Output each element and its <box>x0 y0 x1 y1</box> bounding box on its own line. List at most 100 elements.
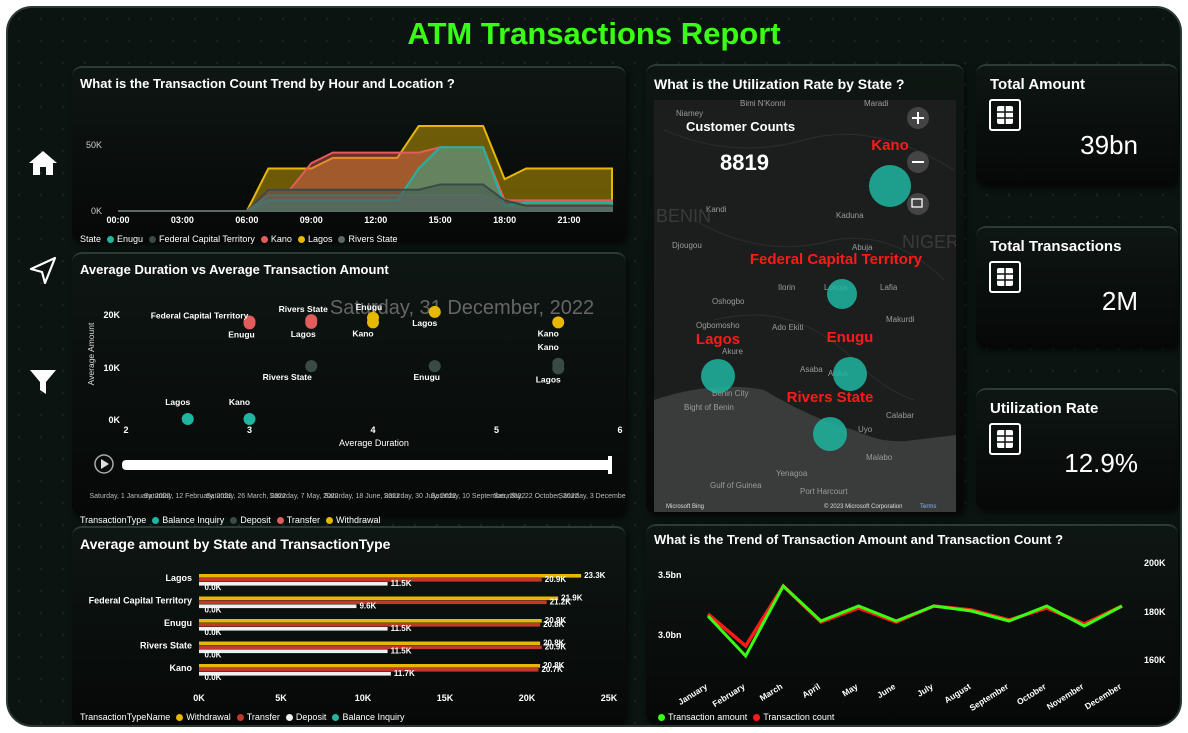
x-tick-label: 0K <box>193 693 205 703</box>
page-title: ATM Transactions Report <box>407 16 781 51</box>
legend-label: Rivers State <box>348 234 398 244</box>
left-tick-label: 3.5bn <box>658 570 682 580</box>
state-bubble <box>827 279 857 309</box>
x-tick-label: 25K <box>601 693 618 703</box>
point-label: Rivers State <box>279 304 328 314</box>
y-tick-label: 10K <box>103 363 120 373</box>
kpi-total-amount: Total Amount 39bn <box>976 64 1178 186</box>
hourly-trend-panel: What is the Transaction Count Trend by H… <box>72 66 626 244</box>
map-place-label: Ilorin <box>778 283 795 292</box>
x-tick-label: December <box>1083 681 1124 712</box>
legend-label: Deposit <box>295 712 327 722</box>
atm-card-icon <box>989 261 1021 293</box>
map-place-label: Port Harcourt <box>800 487 848 496</box>
map-place-label: Djougou <box>672 241 702 250</box>
legend-item[interactable]: Withdrawal <box>325 515 380 525</box>
bar-deposit <box>199 649 388 654</box>
map-sea <box>654 386 956 512</box>
point-label: Lagos <box>536 374 561 384</box>
x-tick-label: 00:00 <box>106 215 129 225</box>
kpi-value: 12.9% <box>1064 448 1138 478</box>
bar-value-label: 20.9K <box>545 616 567 625</box>
map-place-label: Gulf of Guinea <box>710 481 762 490</box>
bar-value-label: 20.9K <box>545 643 567 652</box>
navigate-icon[interactable] <box>26 254 60 288</box>
legend-dot <box>260 236 268 244</box>
legend-item[interactable]: Transfer <box>276 515 320 525</box>
legend-item[interactable]: Balance Inquiry <box>332 712 404 722</box>
scatter-point <box>243 317 256 330</box>
right-tick-label: 160K <box>1144 655 1166 665</box>
point-label: Kano <box>352 328 373 338</box>
bar-withdrawal <box>199 596 559 601</box>
bar-value-label: 20.7K <box>541 665 563 674</box>
legend-dot <box>325 517 333 525</box>
legend-item[interactable]: Deposit <box>230 515 271 525</box>
kpi-label: Total Transactions <box>990 238 1122 255</box>
play-icon <box>101 459 109 469</box>
filter-icon[interactable] <box>26 364 60 398</box>
legend-dot <box>236 714 244 722</box>
legend-dot <box>285 714 293 722</box>
legend-item[interactable]: Enugu <box>107 234 143 244</box>
scatter-title: Average Duration vs Average Transaction … <box>80 262 389 277</box>
hourly-trend-title: What is the Transaction Count Trend by H… <box>80 76 455 91</box>
bar-value-label: 9.6K <box>359 602 376 611</box>
legend-item[interactable]: Withdrawal <box>176 712 231 722</box>
x-tick-label: 10K <box>355 693 372 703</box>
point-label: Enugu <box>356 302 382 312</box>
play-axis-label: Saturday, 10 September, 2022 <box>431 493 526 500</box>
play-axis-handle <box>608 456 612 474</box>
legend-title: TransactionType <box>80 515 147 525</box>
bar-transfer <box>199 600 547 605</box>
play-axis-label: Saturday, 7 May, 2022 <box>269 493 338 500</box>
line-panel: What is the Trend of Transaction Amount … <box>646 524 1178 724</box>
map-place-label: Benin City <box>712 389 748 398</box>
x-tick-label: 03:00 <box>171 215 194 225</box>
category-label: Federal Capital Territory <box>89 596 192 606</box>
bar-value-label: 20.8K <box>543 661 565 670</box>
legend-item[interactable]: Transaction count <box>753 712 834 722</box>
point-label: Kano <box>538 342 559 352</box>
scatter-legend: TransactionType Balance Inquiry Deposit Tr… <box>80 515 380 525</box>
utilization-map[interactable]: Niamey Bimi N'Konni Maradi Kandi Djougou Kadu… <box>654 100 956 512</box>
bar-value-label: 0.0K <box>205 673 222 682</box>
scatter-point <box>305 316 318 329</box>
x-tick-label: April <box>800 681 822 700</box>
play-axis-label: Saturday, 1 January, 2022 <box>89 493 170 500</box>
x-tick-label: 6 <box>617 425 622 435</box>
bar-value-label: 0.0K <box>205 606 222 615</box>
legend-dot <box>276 517 284 525</box>
scatter-panel: Average Duration vs Average Transaction … <box>72 252 626 525</box>
home-icon[interactable] <box>26 146 60 180</box>
map-place-label: Bight of Benin <box>684 403 734 412</box>
state-bubble <box>701 359 735 393</box>
legend-item[interactable]: Transfer <box>236 712 280 722</box>
bar-transfer <box>199 668 539 672</box>
legend-item[interactable]: Transaction amount <box>658 712 747 722</box>
bar-value-label: 20.9K <box>545 575 567 584</box>
legend-label: Balance Inquiry <box>342 712 405 722</box>
bar-value-label: 11.5K <box>391 624 412 633</box>
kpi-value: 2M <box>1101 286 1138 316</box>
point-label: Lagos <box>291 329 316 339</box>
legend-item[interactable]: Kano <box>260 234 292 244</box>
legend-item[interactable]: Rivers State <box>338 234 398 244</box>
legend-item[interactable]: Federal Capital Territory <box>149 234 255 244</box>
x-tick-label: 20K <box>519 693 536 703</box>
legend-label: Lagos <box>307 234 333 244</box>
legend-title: TransactionTypeName <box>80 712 171 722</box>
play-axis-label: Saturday, 12 February, 2022 <box>144 493 232 500</box>
state-label: Lagos <box>696 331 740 348</box>
state-label: Enugu <box>827 329 874 346</box>
bar-value-label: 11.5K <box>391 647 412 656</box>
legend-item[interactable]: Lagos <box>297 234 333 244</box>
legend-item[interactable]: Deposit <box>285 712 327 722</box>
x-tick-label: October <box>1015 681 1049 707</box>
scatter-point <box>243 413 256 425</box>
scatter-point <box>181 413 194 425</box>
kpi-total-transactions: Total Transactions 2M <box>976 226 1178 348</box>
legend-item[interactable]: Balance Inquiry <box>152 515 224 525</box>
map-place-label: Niamey <box>676 109 703 118</box>
customer-counts-label: Customer Counts <box>686 119 795 134</box>
